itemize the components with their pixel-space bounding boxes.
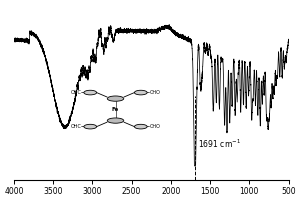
Text: 1691 cm$^{-1}$: 1691 cm$^{-1}$ bbox=[197, 138, 240, 150]
